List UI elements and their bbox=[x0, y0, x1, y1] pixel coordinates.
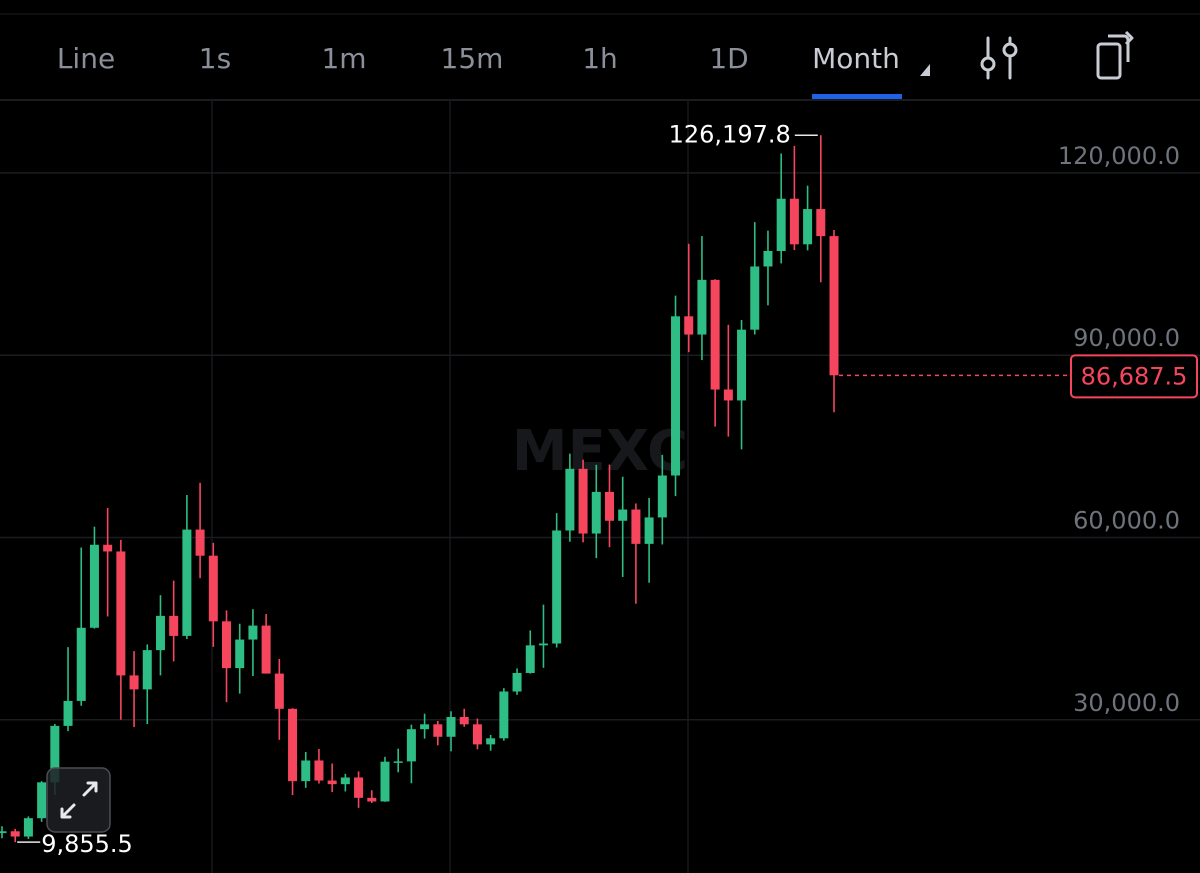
candle-body bbox=[380, 761, 390, 802]
candle-body bbox=[789, 198, 799, 245]
candle-body bbox=[697, 279, 707, 335]
candle-body bbox=[367, 797, 377, 802]
candle-body bbox=[631, 509, 641, 544]
indicator-icon[interactable] bbox=[980, 36, 1018, 80]
candle-body bbox=[0, 831, 7, 834]
candle-body bbox=[129, 675, 139, 690]
candle-body bbox=[288, 708, 298, 782]
candles bbox=[0, 135, 839, 843]
candle-body bbox=[274, 673, 284, 709]
candle-body bbox=[222, 621, 232, 669]
candle-body bbox=[829, 236, 839, 376]
candle-body bbox=[314, 760, 324, 781]
candle-body bbox=[486, 738, 496, 745]
candle-body bbox=[723, 389, 733, 401]
dropdown-caret bbox=[920, 64, 930, 76]
candle-body bbox=[37, 782, 47, 819]
candle-body bbox=[446, 717, 456, 737]
layout-icon[interactable] bbox=[1096, 30, 1134, 80]
y-tick-label: 120,000.0 bbox=[1058, 142, 1180, 170]
y-tick-label: 30,000.0 bbox=[1073, 689, 1180, 717]
candle-body bbox=[499, 691, 509, 739]
candle-body bbox=[235, 639, 245, 669]
candle-body bbox=[763, 250, 773, 267]
candle-body bbox=[657, 475, 667, 518]
candle-body bbox=[182, 529, 192, 636]
candle-body bbox=[76, 627, 86, 701]
watermark: MEXC bbox=[512, 419, 688, 484]
candle-body bbox=[301, 760, 311, 782]
candle-body bbox=[420, 724, 430, 730]
last-price-box bbox=[1070, 354, 1198, 399]
last-price-label: 86,687.5 bbox=[1081, 362, 1188, 390]
candle-body bbox=[63, 700, 73, 726]
min-label: 9,855.5 bbox=[41, 830, 133, 858]
candle-body bbox=[393, 761, 403, 763]
tab[interactable]: 1s bbox=[199, 42, 231, 75]
y-tick-label: 60,000.0 bbox=[1073, 506, 1180, 534]
candle-body bbox=[10, 831, 20, 837]
candle-body bbox=[248, 625, 258, 640]
candle-body bbox=[261, 625, 271, 674]
candle-body bbox=[684, 316, 694, 335]
candle-body bbox=[327, 780, 337, 785]
candle-body bbox=[591, 491, 601, 534]
max-label: 126,197.8 bbox=[669, 120, 791, 148]
candle-body bbox=[644, 517, 654, 544]
candle-body bbox=[618, 509, 628, 521]
candle-body bbox=[340, 777, 350, 785]
candle-body bbox=[525, 645, 535, 673]
candle-body bbox=[776, 198, 786, 251]
candle-body bbox=[116, 551, 126, 676]
candle-body bbox=[23, 818, 33, 837]
candle-body bbox=[578, 468, 588, 534]
candle-body bbox=[671, 316, 681, 476]
y-tick-label: 90,000.0 bbox=[1073, 324, 1180, 352]
candle-body bbox=[195, 529, 205, 556]
candle-body bbox=[103, 544, 113, 552]
candle-body bbox=[816, 209, 826, 237]
candle-body bbox=[737, 329, 747, 401]
grid: 30,000.0 60,000.0 90,000.0 120,000.0 bbox=[0, 100, 1200, 873]
candle-body bbox=[459, 717, 469, 725]
fullscreen-button[interactable] bbox=[46, 767, 111, 833]
timeframe-tabs: Line 1s 1m 15m 1h 1D Month bbox=[57, 42, 930, 99]
candle-body bbox=[142, 650, 152, 690]
candle-body bbox=[750, 266, 760, 330]
candle-body bbox=[512, 672, 522, 692]
candle-body bbox=[538, 643, 548, 646]
candle-body bbox=[803, 209, 813, 245]
candle-body bbox=[710, 279, 720, 390]
candle-body bbox=[433, 724, 443, 737]
candle-body bbox=[89, 544, 99, 628]
tab[interactable]: 1D bbox=[709, 42, 748, 75]
tab[interactable]: Line bbox=[57, 42, 115, 75]
candle-body bbox=[472, 724, 482, 745]
active-underline bbox=[812, 94, 902, 99]
tab[interactable]: 15m bbox=[441, 42, 504, 75]
candle-body bbox=[565, 468, 575, 531]
candle-body bbox=[169, 615, 179, 636]
candle-body bbox=[406, 729, 416, 762]
candle-body bbox=[604, 491, 614, 521]
annotations: 126,197.8 9,855.5 86,687.5 bbox=[17, 120, 1198, 858]
candle-body bbox=[155, 615, 165, 651]
tab[interactable]: 1h bbox=[582, 42, 618, 75]
candle-body bbox=[354, 777, 364, 798]
candle-body bbox=[552, 530, 562, 644]
tab[interactable]: 1m bbox=[321, 42, 366, 75]
tab[interactable]: Month bbox=[812, 42, 900, 75]
candle-body bbox=[208, 555, 218, 622]
candle-body bbox=[50, 725, 60, 783]
